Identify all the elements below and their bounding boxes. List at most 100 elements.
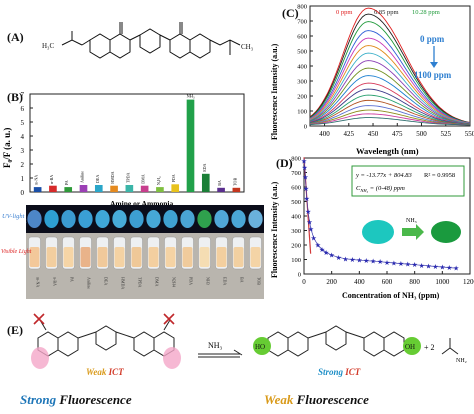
cleave-left xyxy=(33,313,45,325)
chart-c-ytick-label: 100 xyxy=(297,109,307,116)
chart-d-point: ★ xyxy=(405,261,411,269)
vial-label: m-NA xyxy=(36,277,41,287)
chart-d-point: ★ xyxy=(349,256,355,264)
chart-b-bar-label: TPDA xyxy=(125,172,130,183)
weak-word: Weak xyxy=(86,367,107,377)
chart-d-xtick-label: 800 xyxy=(409,278,420,286)
chart-b-bar xyxy=(33,187,42,192)
vial-solution xyxy=(233,247,244,267)
chart-b-bar-label: n-BA xyxy=(49,175,54,184)
chart-c-ytick-label: 200 xyxy=(297,94,307,101)
chart-b-bar-label: EDA xyxy=(202,163,207,171)
chart-d-point: ★ xyxy=(303,185,309,193)
equation-box xyxy=(351,165,465,197)
chart-c-xtick-label: 425 xyxy=(344,130,355,138)
uv-spot xyxy=(197,210,212,228)
strong-ict: ICT xyxy=(344,367,361,377)
chart-d-ytick-label: 100 xyxy=(291,257,301,264)
panel-label-b: (B) xyxy=(7,90,23,104)
chart-d-ylabel: Fluorescence Intensity (a.u.) xyxy=(270,181,279,278)
chart-b-bar xyxy=(49,185,57,192)
reagent-nh3: NH₃ xyxy=(208,341,223,350)
uv-spot xyxy=(231,210,246,228)
chart-d-point: ★ xyxy=(342,255,348,263)
range-sub: NH₃ xyxy=(359,188,368,193)
chart-b-bar-label: PA xyxy=(64,180,69,185)
oh-circle xyxy=(403,337,421,355)
uv-spot xyxy=(44,210,59,228)
chart-c-ytick-label: 0 xyxy=(304,124,307,131)
chart-c-ytick-label: 600 xyxy=(297,34,307,41)
vial-solution xyxy=(148,247,159,267)
chart-c-xtick-label: 525 xyxy=(441,130,452,138)
chart-c-spectrum-line xyxy=(309,7,471,123)
chart-b-bar-label: BA xyxy=(217,180,222,186)
photo-uv: UV-light xyxy=(26,205,264,233)
chart-c-xlabel: Wavelength (nm) xyxy=(356,146,419,156)
chart-d-point: ★ xyxy=(306,218,312,226)
uv-spot xyxy=(61,210,76,228)
cleave-right xyxy=(163,313,175,325)
structure-a: H₃C CH₃ xyxy=(42,22,254,59)
vial-solution xyxy=(97,247,108,267)
uv-spot xyxy=(214,210,229,228)
uv-spot xyxy=(112,210,127,228)
chart-d-point: ★ xyxy=(370,258,376,266)
annotation-arrowhead xyxy=(430,62,438,68)
oh-label: OH xyxy=(405,343,415,351)
chart-c-ytick-label: 800 xyxy=(297,4,307,11)
ester-right xyxy=(163,347,181,369)
chart-d-point: ★ xyxy=(329,252,335,260)
chart-c-spectrum-line xyxy=(309,21,471,124)
chart-b: 0 1 2 3 4 5 6 7 m-NA n-BA PA Aniline DEA HMDA TPDA DMA… xyxy=(2,91,245,208)
uv-label: UV-light xyxy=(26,217,27,225)
chart-d-point: ★ xyxy=(384,259,390,267)
chart-d-point: ★ xyxy=(418,262,424,270)
fit-equation: y = -13.77x + 804.83 xyxy=(355,172,412,179)
chart-c-spectrum-line xyxy=(309,99,471,126)
chart-d-point: ★ xyxy=(391,259,397,267)
chart-c-spectrum-line xyxy=(309,52,471,124)
chart-b-bar-label: PDA xyxy=(171,174,176,182)
chart-d-xtick-label: 200 xyxy=(326,278,337,286)
legend-1028ppm: 10.28 ppm xyxy=(412,9,440,16)
fit-r2: R² = 0.9958 xyxy=(424,172,455,179)
chart-d-point: ★ xyxy=(301,157,307,165)
chart-d-point: ★ xyxy=(304,195,310,203)
vial-label: n-BA xyxy=(53,277,58,286)
chart-d-ytick-label: 500 xyxy=(291,199,301,206)
vial-solution xyxy=(165,247,176,267)
vial-label: TOB xyxy=(257,277,262,285)
chart-d-xtick-label: 600 xyxy=(382,278,393,286)
vial-solution xyxy=(29,247,40,267)
chart-c-spectrum-line xyxy=(309,30,471,124)
uv-label-outer: UV-light xyxy=(2,213,25,220)
panel-label-c: (C) xyxy=(282,6,299,20)
panel-label-a: (A) xyxy=(7,30,24,44)
vial-label: NH3 xyxy=(206,277,211,285)
left-caption: Strong Fluorescence xyxy=(20,392,132,407)
left-caption-fluor: Fluorescence xyxy=(58,392,131,407)
vial-solution xyxy=(131,247,142,267)
chart-c-xtick-label: 550 xyxy=(465,130,474,138)
spot-after xyxy=(431,221,461,243)
chart-c-spectrum-line xyxy=(309,37,471,124)
weak-ict: ICT xyxy=(108,367,125,377)
reaction-arrow xyxy=(198,349,243,358)
chart-c-xtick-label: 500 xyxy=(416,130,427,138)
chart-c-ytick-label: 500 xyxy=(297,49,307,56)
chart-d-xtick-label: 1000 xyxy=(435,278,450,286)
chart-b-frame xyxy=(29,93,245,193)
vial-solution xyxy=(250,247,261,267)
plus-two: + 2 xyxy=(424,343,435,352)
inset-arrow xyxy=(402,224,424,240)
chart-c-spectrum-line xyxy=(309,113,471,126)
chart-b-bar xyxy=(201,173,210,192)
strong-ict-label: Strong ICT xyxy=(318,367,361,377)
panel-label-e: (E) xyxy=(7,323,23,337)
chart-b-bar xyxy=(125,185,134,192)
vial-solution xyxy=(46,247,57,267)
chart-c-spectrum-line xyxy=(309,88,471,125)
chart-b-bar xyxy=(140,185,149,192)
